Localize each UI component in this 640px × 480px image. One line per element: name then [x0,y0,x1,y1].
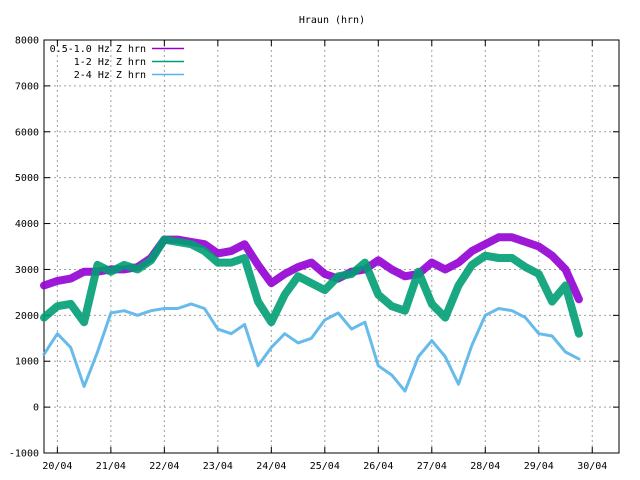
y-tick-label: 6000 [15,127,39,138]
y-tick-label: 7000 [15,81,39,92]
x-tick-label: 22/04 [149,461,179,472]
y-tick-label: 1000 [15,357,39,368]
series-lines [40,233,583,393]
y-tick-label: -1000 [9,449,39,460]
y-tick-label: 4000 [15,219,39,230]
x-tick-label: 23/04 [203,461,233,472]
x-tick-label: 24/04 [256,461,286,472]
y-tick-label: 0 [33,403,39,414]
legend: 0.5-1.0 Hz Z hrn 1-2 Hz Z hrn 2-4 Hz Z hrn [50,44,184,81]
x-tick-labels: 20/04 21/04 22/04 23/04 24/04 25/04 26/04 27/04… [42,461,607,472]
chart-title: Hraun (hrn) [299,15,365,26]
x-tick-label: 28/04 [470,461,500,472]
series-line-3 [42,302,581,393]
x-tick-label: 20/04 [42,461,72,472]
x-tick-label: 29/04 [524,461,554,472]
legend-label: 2-4 Hz Z hrn [74,70,146,81]
legend-label: 0.5-1.0 Hz Z hrn [50,44,146,55]
y-tick-label: 3000 [15,265,39,276]
x-tick-label: 26/04 [363,461,393,472]
x-tick-label: 27/04 [417,461,447,472]
legend-label: 1-2 Hz Z hrn [74,57,146,68]
x-tick-label: 21/04 [96,461,126,472]
x-tick-label: 25/04 [310,461,340,472]
series-line-2 [40,235,583,338]
y-tick-label: 5000 [15,173,39,184]
x-tick-label: 30/04 [577,461,607,472]
y-tick-labels: -1000 0 1000 2000 3000 4000 5000 6000 7000 8000 [9,36,39,460]
y-tick-label: 8000 [15,36,39,47]
y-tick-label: 2000 [15,311,39,322]
plot-frame [43,39,620,454]
